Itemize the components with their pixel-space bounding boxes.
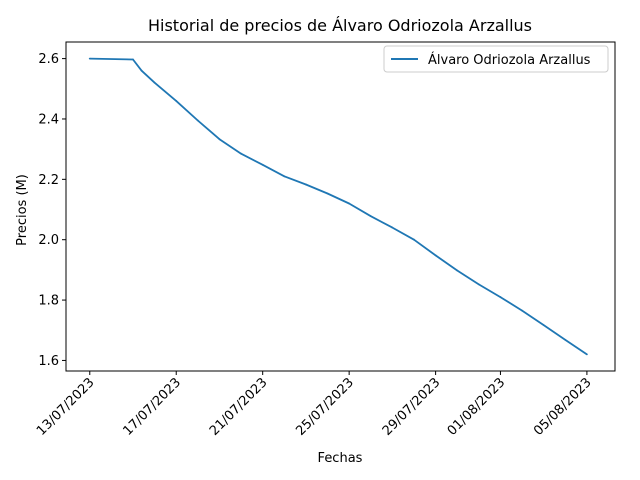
data-point (175, 99, 178, 102)
data-point (586, 353, 588, 356)
x-tick-label: 01/08/2023 (445, 375, 509, 439)
series-group (88, 57, 588, 356)
data-point (140, 69, 143, 72)
data-point (391, 226, 394, 229)
x-axis: 13/07/2023 17/07/2023 21/07/2023 25/07/2023… (34, 371, 595, 439)
data-point (326, 192, 329, 195)
data-point (240, 152, 242, 155)
y-tick-label: 1.8 (38, 294, 59, 309)
data-point (218, 138, 221, 141)
plot-frame (65, 41, 616, 372)
data-point (283, 175, 286, 178)
x-tick-label: 25/07/2023 (293, 375, 357, 439)
data-point (348, 202, 351, 205)
x-tick-label: 21/07/2023 (207, 375, 271, 439)
legend: Álvaro Odriozola Arzallus (383, 45, 609, 73)
legend-box (383, 45, 609, 73)
data-point (369, 215, 372, 218)
data-point (413, 238, 415, 241)
data-point (456, 269, 459, 272)
data-point (88, 57, 91, 60)
x-tick-label: 13/07/2023 (34, 375, 98, 439)
data-point (305, 183, 307, 186)
data-point (521, 309, 523, 312)
legend-label: Álvaro Odriozola Arzallus (428, 52, 591, 68)
data-point (196, 119, 199, 122)
y-tick-label: 1.6 (38, 354, 59, 369)
data-point (564, 339, 567, 341)
y-axis-label: Precios (M) (15, 174, 30, 246)
y-tick-label: 2.2 (38, 173, 59, 188)
y-tick-label: 2.6 (38, 52, 59, 67)
x-axis-label: Fechas (318, 451, 363, 466)
data-point (261, 163, 264, 166)
x-tick-label: 29/07/2023 (380, 375, 444, 439)
chart-title: Historial de precios de Álvaro Odriozola… (148, 16, 532, 35)
data-point (132, 58, 134, 61)
x-tick-label: 05/08/2023 (531, 375, 595, 439)
data-point (477, 283, 480, 286)
data-point (153, 81, 156, 84)
plot-area: 13/07/2023 17/07/2023 21/07/2023 25/07/2023… (34, 41, 616, 439)
x-tick-label: 17/07/2023 (120, 375, 184, 439)
series-line (89, 57, 588, 356)
data-point (434, 254, 437, 257)
y-tick-label: 2.4 (38, 112, 59, 127)
y-tick-label: 2.0 (38, 233, 59, 248)
y-axis: 1.6 1.8 2.0 2.2 2.4 2.6 (38, 52, 66, 369)
data-point (499, 296, 502, 298)
data-point (542, 324, 545, 327)
